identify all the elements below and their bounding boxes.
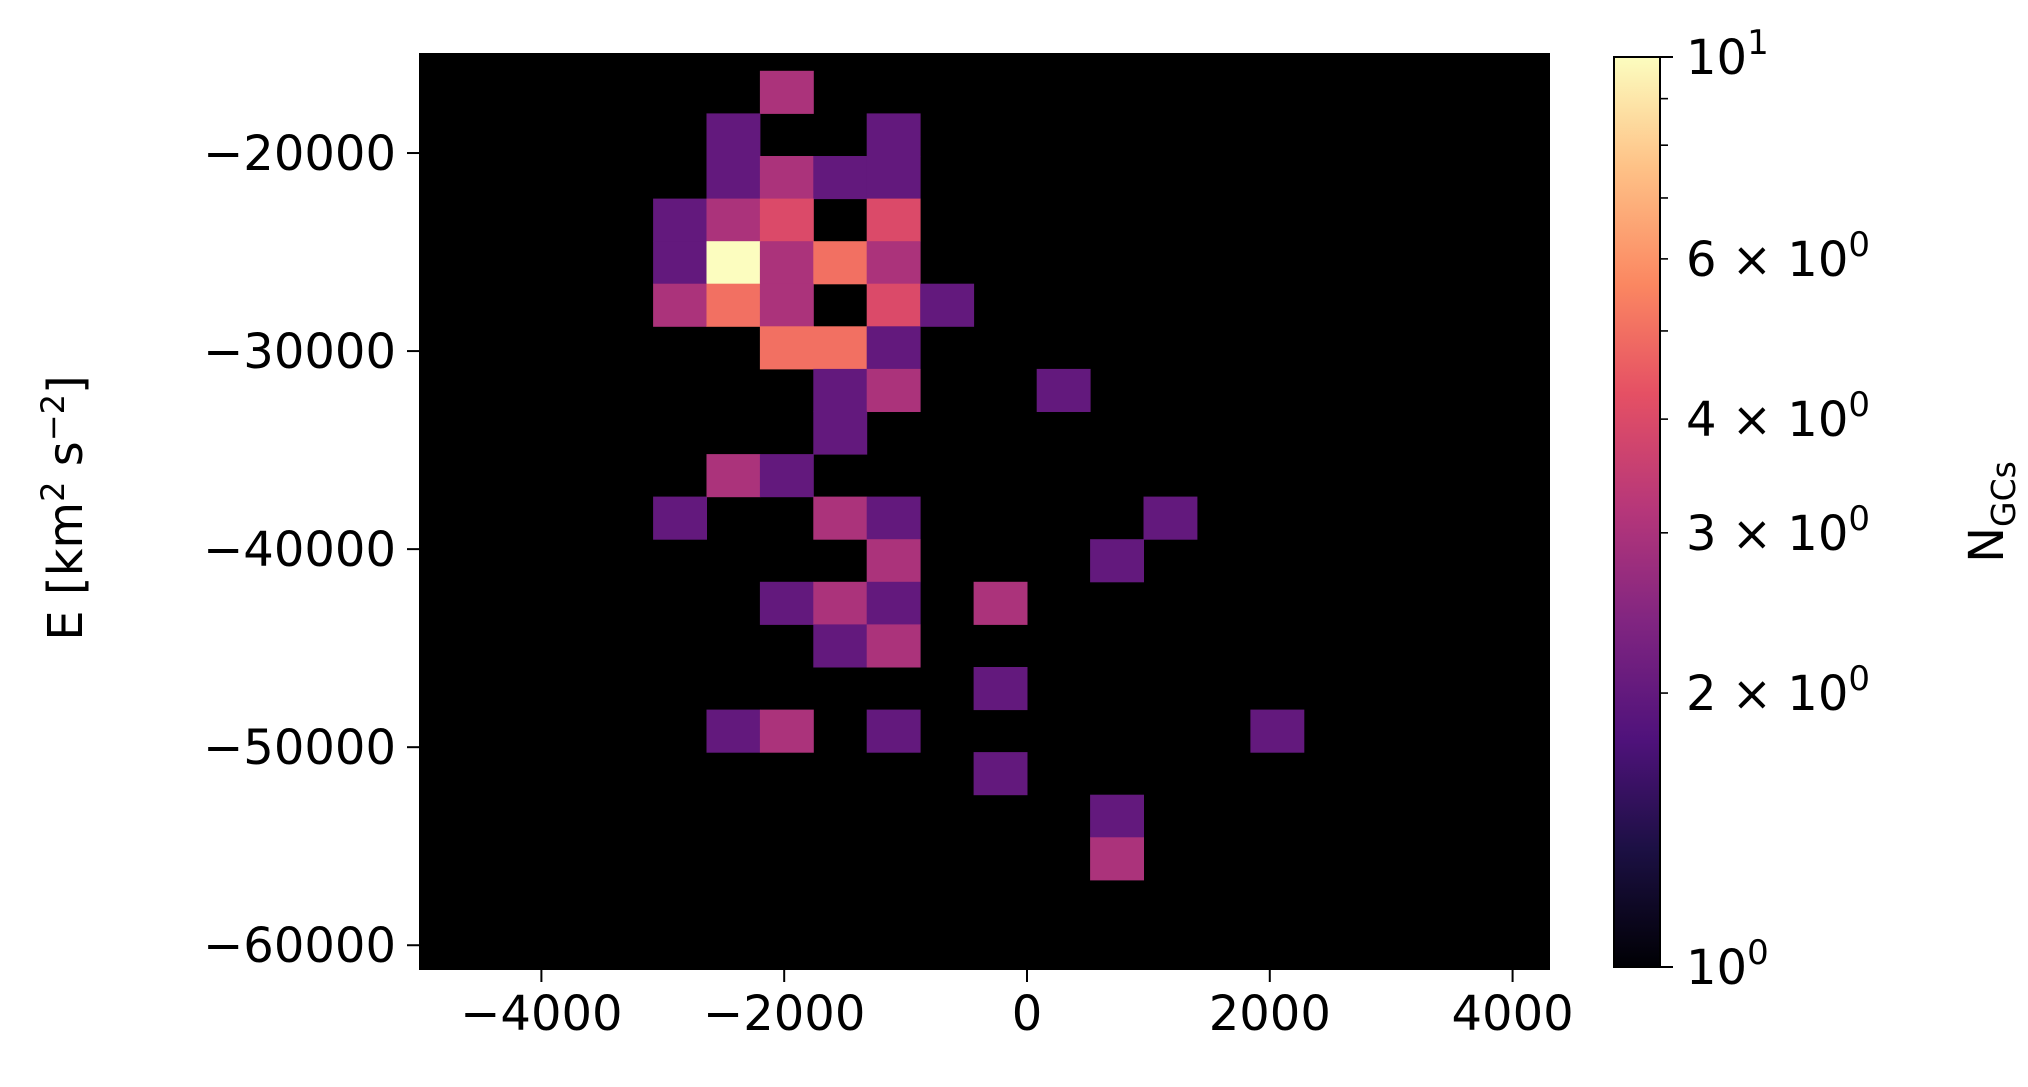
y-tick-label: −40000 <box>203 522 396 578</box>
heatmap-cell <box>653 241 707 285</box>
y-axis-label-post: ] <box>38 375 94 394</box>
x-tick-label: −2000 <box>703 986 865 1042</box>
y-tick-label: −30000 <box>203 324 396 380</box>
colorbar-minor-tick-label: 6 × 100 <box>1686 225 1870 288</box>
heatmap-cell <box>706 709 761 753</box>
heatmap-cell <box>973 667 1028 711</box>
x-axis: −4000 −2000 0 2000 4000 <box>460 969 1574 1042</box>
colorbar-gradient <box>1614 57 1660 967</box>
y-axis-label: E [km2 s−2] <box>34 375 94 640</box>
heatmap-cell <box>813 326 868 370</box>
heatmap-cell <box>813 411 868 455</box>
colorbar-label-sub: GCs <box>1984 461 2023 527</box>
heatmap-cell <box>759 241 814 285</box>
heatmap-cell <box>813 624 868 668</box>
heatmap-cell <box>759 581 814 625</box>
y-axis: −20000 −30000 −40000 −50000 −60000 <box>203 126 420 974</box>
y-tick-label: −20000 <box>203 126 396 182</box>
heatmap-cell <box>920 283 975 327</box>
y-axis-label-sup2: −2 <box>34 394 72 441</box>
colorbar-frame <box>1613 56 1661 968</box>
heatmap-cell <box>866 113 921 157</box>
y-axis-label-pre: E [km <box>38 502 94 641</box>
heatmap-cell <box>1143 496 1198 540</box>
heatmap-cell <box>813 581 868 625</box>
heatmap-cell <box>706 283 761 327</box>
heatmap-cell <box>759 709 814 753</box>
heatmap-cell <box>759 326 814 370</box>
heatmap-cell <box>866 624 921 668</box>
heatmap-cell <box>706 198 761 242</box>
colorbar-major-tick-label: 101 <box>1686 23 1769 86</box>
plot-area <box>419 53 1550 970</box>
heatmap-cell <box>866 581 921 625</box>
heatmap-cell <box>653 198 707 242</box>
heatmap-cell <box>866 539 921 583</box>
x-tick-label: −4000 <box>460 986 622 1042</box>
heatmap-cell <box>866 496 921 540</box>
x-tick-label: 2000 <box>1209 986 1331 1042</box>
colorbar-label-main: N <box>1959 527 2015 563</box>
y-tick-label: −50000 <box>203 720 396 776</box>
heatmap-cell <box>706 454 761 498</box>
colorbar-minor-tick-label: 2 × 100 <box>1686 659 1870 722</box>
heatmap-cell <box>1090 794 1144 838</box>
colorbar-ticks: 100 101 2 × 100 3 × 100 4 × 100 6 × 100 <box>1660 23 1870 996</box>
heatmap-cell <box>813 241 868 285</box>
plot-frame <box>419 53 1550 970</box>
heatmap-cell <box>813 156 868 200</box>
heatmap-cell <box>973 581 1028 625</box>
colorbar-minor-tick-label: 4 × 100 <box>1686 385 1870 448</box>
heatmap-cell <box>706 241 761 285</box>
heatmap-cell <box>653 283 707 327</box>
y-axis-label-sup1: 2 <box>34 481 72 501</box>
heatmap-cell <box>866 156 921 200</box>
heatmap-cell <box>866 709 921 753</box>
heatmap-cell <box>973 752 1028 796</box>
heatmap-cell <box>706 113 761 157</box>
heatmap-cell <box>653 496 707 540</box>
x-tick-label: 0 <box>1012 986 1043 1042</box>
heatmap-cell <box>866 326 921 370</box>
x-tick-label: 4000 <box>1452 986 1574 1042</box>
heatmap-cell <box>759 198 814 242</box>
heatmap-cell <box>813 368 868 412</box>
heatmap-cell <box>866 241 921 285</box>
colorbar-label: NGCs <box>1959 461 2023 563</box>
heatmap-cell <box>759 156 814 200</box>
heatmap-cell <box>1090 837 1144 881</box>
heatmap-cell <box>1250 709 1305 753</box>
colorbar-major-tick-label: 100 <box>1686 933 1769 996</box>
heatmap-cell <box>706 156 761 200</box>
colorbar: 100 101 2 × 100 3 × 100 4 × 100 6 × 100 NGCs <box>1613 23 2023 996</box>
heatmap-cell <box>813 496 868 540</box>
heatmap-cell <box>866 198 921 242</box>
heatmap-cell <box>759 454 814 498</box>
heatmap-cell <box>1036 368 1091 412</box>
heatmap-cell <box>1090 539 1144 583</box>
y-axis-label-mid: s <box>38 441 94 481</box>
heatmap-cells <box>653 70 1305 881</box>
plot-background <box>420 54 1549 969</box>
heatmap-cell <box>759 70 814 114</box>
heatmap-cell <box>866 283 921 327</box>
y-tick-label: −60000 <box>203 918 396 974</box>
colorbar-minor-tick-label: 3 × 100 <box>1686 499 1870 562</box>
heatmap-cell <box>759 283 814 327</box>
heatmap-cell <box>866 368 921 412</box>
